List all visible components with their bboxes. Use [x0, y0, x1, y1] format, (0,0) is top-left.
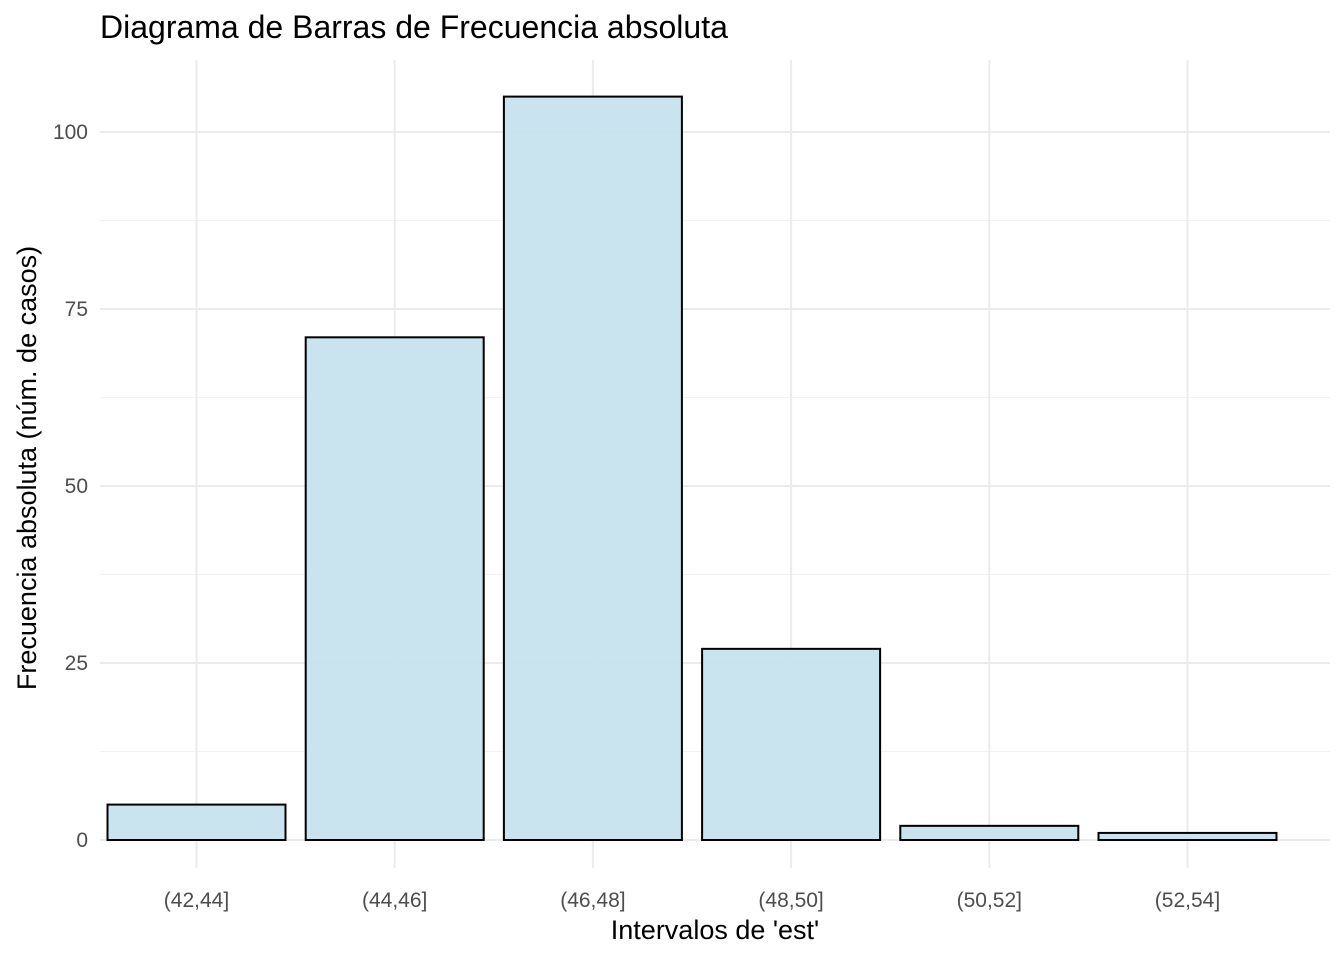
bar-5 [899, 824, 1080, 842]
x-tick-label: (48,50] [758, 889, 823, 912]
y-tick-label: 25 [65, 652, 88, 675]
chart-title: Diagrama de Barras de Frecuencia absolut… [100, 9, 728, 45]
y-axis-ticks: 0 25 50 75 100 [53, 121, 88, 852]
y-axis-title: Frecuencia absoluta (núm. de casos) [12, 246, 42, 690]
x-tick-label: (50,52] [957, 889, 1022, 912]
x-axis-title: Intervalos de 'est' [611, 915, 819, 945]
y-tick-label: 50 [65, 475, 88, 498]
bars [106, 95, 1278, 842]
bar-3 [502, 95, 683, 842]
bar-1 [106, 803, 287, 841]
bar-6 [1097, 831, 1278, 841]
x-tick-label: (42,44] [164, 889, 229, 912]
y-tick-label: 75 [65, 298, 88, 321]
x-tick-label: (52,54] [1155, 889, 1220, 912]
x-axis-ticks: (42,44] (44,46] (46,48] (48,50] (50,52] (52,5… [164, 889, 1220, 912]
y-tick-label: 0 [76, 829, 88, 852]
x-tick-label: (44,46] [362, 889, 427, 912]
x-tick-label: (46,48] [560, 889, 625, 912]
y-tick-label: 100 [53, 121, 88, 144]
bar-2 [304, 336, 485, 841]
bar-4 [701, 647, 882, 842]
